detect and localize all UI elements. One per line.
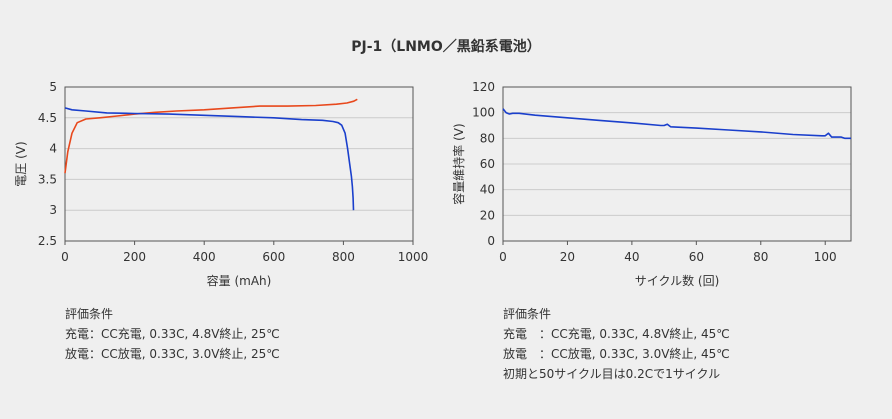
y-tick-label: 20 bbox=[480, 208, 495, 222]
series-line-0 bbox=[502, 108, 851, 140]
x-tick-label: 100 bbox=[814, 250, 837, 264]
y-tick-label: 40 bbox=[480, 183, 495, 197]
x-tick-label: 40 bbox=[624, 250, 639, 264]
y-tick-label: 4.5 bbox=[38, 111, 57, 125]
x-axis-label: 容量 (mAh) bbox=[207, 273, 272, 288]
x-tick-label: 80 bbox=[753, 250, 768, 264]
x-tick-label: 200 bbox=[123, 250, 146, 264]
chart-title: PJ-1（LNMO／黒鉛系電池） bbox=[351, 39, 541, 55]
conditions-heading: 評価条件 bbox=[65, 307, 114, 321]
x-tick-label: 20 bbox=[560, 250, 575, 264]
y-axis-label: 容量維持率 (V) bbox=[451, 123, 466, 204]
y-tick-label: 4 bbox=[49, 142, 57, 156]
y-tick-label: 80 bbox=[480, 131, 495, 145]
x-tick-label: 800 bbox=[332, 250, 355, 264]
conditions-charge: 充電：CC充電, 0.33C, 4.8V終止, 25℃ bbox=[65, 327, 280, 341]
series-line-0 bbox=[64, 98, 358, 174]
plot-frame bbox=[502, 86, 852, 242]
conditions-right: 評価条件 充電 ：CC充電, 0.33C, 4.8V終止, 45℃ 放電 ：CC… bbox=[503, 304, 730, 384]
conditions-note: 初期と50サイクル目は0.2Cで1サイクル bbox=[503, 367, 721, 381]
x-tick-label: 0 bbox=[499, 250, 507, 264]
x-tick-label: 1000 bbox=[398, 250, 429, 264]
conditions-heading: 評価条件 bbox=[503, 307, 552, 321]
y-tick-label: 100 bbox=[472, 106, 495, 120]
y-tick-label: 3.5 bbox=[38, 172, 57, 186]
y-tick-label: 60 bbox=[480, 157, 495, 171]
y-tick-label: 120 bbox=[472, 80, 495, 94]
x-tick-label: 0 bbox=[61, 250, 69, 264]
x-tick-label: 60 bbox=[689, 250, 704, 264]
x-tick-label: 400 bbox=[193, 250, 216, 264]
conditions-charge: 充電 ：CC充電, 0.33C, 4.8V終止, 45℃ bbox=[503, 327, 730, 341]
x-tick-label: 600 bbox=[262, 250, 285, 264]
series-line-1 bbox=[64, 107, 355, 211]
y-tick-label: 2.5 bbox=[38, 234, 57, 248]
y-tick-label: 0 bbox=[487, 234, 495, 248]
plot-frame bbox=[64, 86, 414, 242]
y-tick-label: 5 bbox=[49, 80, 57, 94]
y-axis-label: 電圧 (V) bbox=[14, 141, 28, 186]
conditions-discharge: 放電：CC放電, 0.33C, 3.0V終止, 25℃ bbox=[65, 347, 280, 361]
conditions-discharge: 放電 ：CC放電, 0.33C, 3.0V終止, 45℃ bbox=[503, 347, 730, 361]
y-tick-label: 3 bbox=[49, 203, 57, 217]
conditions-left: 評価条件 充電：CC充電, 0.33C, 4.8V終止, 25℃ 放電：CC放電… bbox=[65, 304, 280, 364]
x-axis-label: サイクル数 (回) bbox=[635, 273, 720, 288]
